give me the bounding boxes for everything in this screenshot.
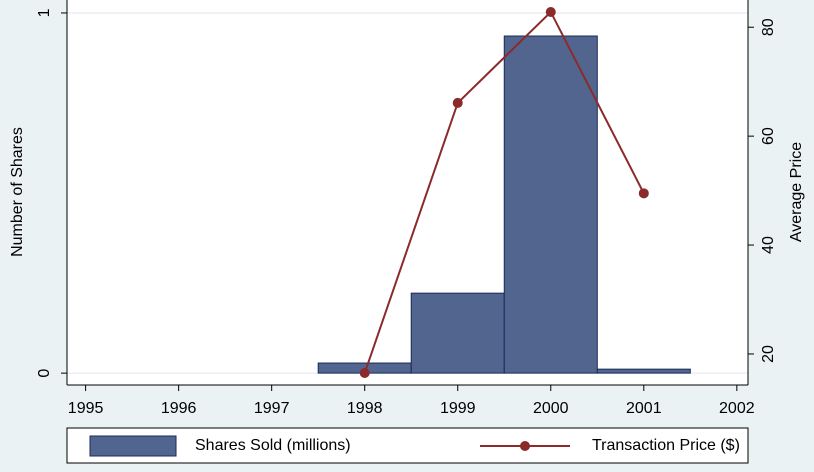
legend [66,427,749,464]
legend-label: Transaction Price ($) [592,437,740,454]
point [452,97,463,108]
bar [410,292,505,374]
y-tick-label: 1 [36,8,53,17]
y2-tick-label: 60 [760,127,777,145]
x-tick-label: 1998 [347,400,383,417]
legend-label: Shares Sold (millions) [195,437,351,454]
point [359,368,370,379]
x-tick-label: 1995 [68,400,104,417]
x-tick-label: 2002 [719,400,755,417]
y-tick-label: 0 [36,369,53,378]
y2-tick-label: 20 [760,345,777,363]
point [545,6,556,17]
legend-swatch [89,435,177,457]
x-tick-label: 1996 [161,400,197,417]
bar [596,368,691,374]
x-tick-label: 2000 [533,400,569,417]
y2-axis-label: Average Price [788,142,805,242]
plot-area [67,0,748,385]
x-tick-label: 2001 [626,400,662,417]
line [363,10,645,374]
legend-marker [520,441,530,451]
x-tick-label: 1999 [440,400,476,417]
y-axis-label: Number of Shares [9,127,26,257]
point [638,188,649,199]
bar [503,35,598,374]
y2-tick-label: 80 [760,18,777,36]
x-tick-label: 1997 [254,400,290,417]
y2-tick-label: 40 [760,236,777,254]
